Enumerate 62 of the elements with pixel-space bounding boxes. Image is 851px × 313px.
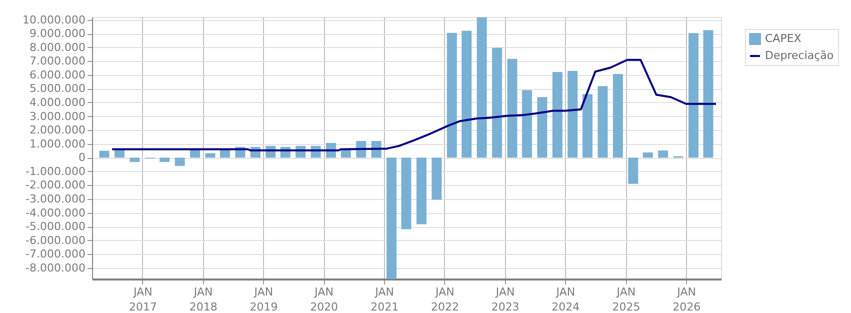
- y-tick-label: 8.000.000: [30, 40, 86, 54]
- bar: [658, 150, 668, 158]
- legend-label: Depreciação: [765, 49, 834, 62]
- bar: [642, 152, 653, 158]
- bar: [99, 150, 110, 158]
- bar: [522, 90, 532, 158]
- x-tick-label: JAN 2018: [189, 286, 218, 313]
- y-tick-label: -4.000.000: [26, 206, 86, 220]
- bar: [688, 33, 699, 158]
- bar: [432, 158, 442, 200]
- x-tick-label: JAN 2024: [552, 286, 580, 313]
- bar: [386, 158, 397, 279]
- bar: [598, 86, 608, 158]
- legend-label: CAPEX: [765, 32, 802, 45]
- y-tick-label: -1.000.000: [26, 164, 86, 178]
- line-series: [111, 58, 717, 152]
- y-tick-label: 9.000.000: [30, 27, 86, 40]
- y-tick-label: 4.000.000: [30, 96, 86, 109]
- bar: [174, 158, 185, 166]
- x-tick-label: JAN 2021: [370, 286, 399, 313]
- bar: [340, 149, 351, 158]
- bar: [703, 30, 714, 158]
- bar: [416, 158, 426, 224]
- bar: [190, 149, 200, 158]
- bar: [220, 149, 230, 158]
- bar: [582, 94, 593, 158]
- bar: [568, 70, 578, 158]
- bar: [205, 153, 216, 158]
- bar: [462, 30, 472, 158]
- bar: [130, 158, 140, 162]
- bar: [476, 17, 487, 158]
- x-tick-label: JAN 2020: [310, 286, 338, 313]
- x-tick-label: JAN 2026: [672, 286, 701, 313]
- x-tick-label: JAN 2019: [250, 286, 278, 313]
- bar: [507, 58, 518, 158]
- y-tick-label: 2.000.000: [30, 124, 86, 137]
- bar: [401, 158, 412, 230]
- bar: [114, 149, 124, 158]
- y-tick-label: -2.000.000: [26, 178, 86, 192]
- bar: [160, 158, 170, 162]
- x-tick-label: JAN 2023: [491, 286, 520, 313]
- y-tick-label: 7.000.000: [30, 54, 86, 68]
- bar: [446, 32, 457, 158]
- bar: [628, 158, 638, 184]
- y-tick-label: 5.000.000: [30, 82, 86, 96]
- y-tick-label: -8.000.000: [26, 261, 86, 274]
- bar: [537, 97, 548, 158]
- x-tick-label: JAN 2025: [612, 286, 640, 313]
- y-tick-label: 6.000.000: [30, 68, 86, 82]
- bar: [492, 48, 502, 158]
- x-tick-label: JAN 2022: [430, 286, 459, 313]
- y-tick-label: -7.000.000: [26, 248, 86, 261]
- y-tick-label: 1.000.000: [30, 137, 86, 150]
- x-tick-label: JAN 2017: [128, 286, 157, 313]
- y-tick-label: -3.000.000: [26, 192, 86, 206]
- bar: [612, 74, 623, 158]
- y-tick-label: -5.000.000: [26, 220, 86, 234]
- y-tick-label: 10.000.000: [22, 13, 86, 26]
- y-tick-label: 0: [78, 151, 86, 164]
- y-tick-label: 3.000.000: [30, 110, 86, 123]
- y-tick-label: -6.000.000: [26, 234, 86, 247]
- bar: [552, 72, 562, 158]
